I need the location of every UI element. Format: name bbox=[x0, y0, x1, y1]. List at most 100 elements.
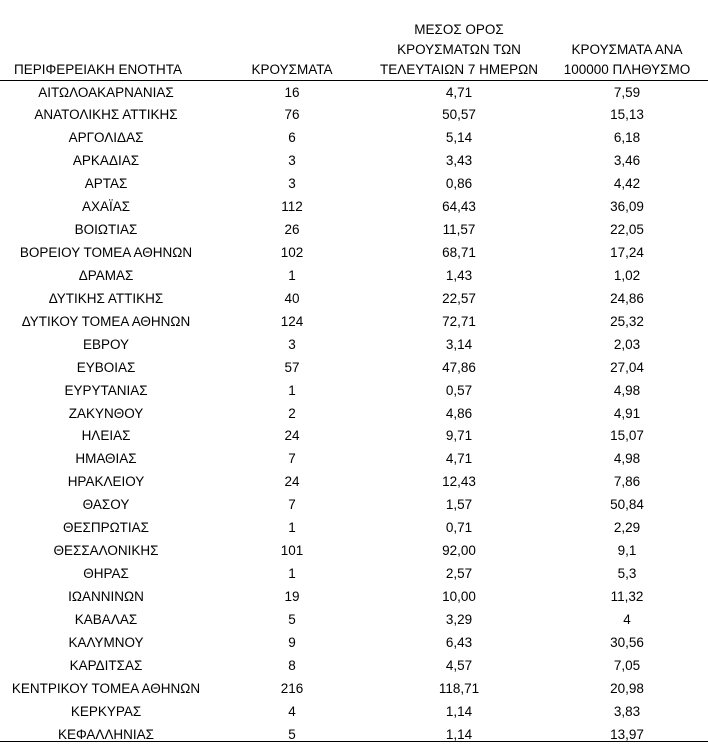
cell-value: 76 bbox=[284, 107, 300, 123]
cell-value: 13,97 bbox=[610, 726, 644, 742]
cell-value: 2 bbox=[288, 405, 296, 421]
region-name: ΘΗΡΑΣ bbox=[83, 566, 129, 582]
cell-value: 9 bbox=[288, 634, 296, 650]
cell-value: 12,43 bbox=[442, 474, 476, 490]
region-name: ΗΜΑΘΙΑΣ bbox=[75, 451, 137, 467]
cell-value: 92,00 bbox=[442, 543, 476, 559]
header-text: ΜΕΣΟΣ ΟΡΟΣ bbox=[414, 22, 504, 37]
cell-value: 102 bbox=[280, 245, 304, 260]
cell-value: 0,86 bbox=[445, 176, 473, 192]
cell-value: 1 bbox=[288, 566, 296, 582]
cell-value: 5,14 bbox=[445, 130, 473, 146]
region-name: ΚΕΡΚΥΡΑΣ bbox=[70, 703, 142, 719]
cell-value: 47,86 bbox=[442, 359, 476, 375]
cell-value: 8 bbox=[288, 657, 296, 673]
cell-value: 57 bbox=[284, 359, 300, 375]
region-name: ΑΙΤΩΛΟΑΚΑΡΝΑΝΙΑΣ bbox=[38, 84, 174, 100]
header-text: ΚΡΟΥΣΜΑΤΩΝ ΤΩΝ bbox=[397, 42, 521, 57]
cell-value: 25,32 bbox=[610, 313, 644, 329]
header-text: ΚΡΟΥΣΜΑΤΑ ΑΝΑ bbox=[571, 42, 683, 57]
cell-value: 3,83 bbox=[613, 703, 641, 719]
cell-value: 5 bbox=[288, 611, 296, 627]
region-name: ΘΕΣΣΑΛΟΝΙΚΗΣ bbox=[53, 543, 159, 559]
cell-value: 36,09 bbox=[610, 199, 644, 215]
region-name: ΚΕΝΤΡΙΚΟΥ ΤΟΜΕΑ ΑΘΗΝΩΝ bbox=[11, 680, 201, 696]
cell-value: 4 bbox=[288, 703, 296, 719]
cell-value: 72,71 bbox=[442, 313, 476, 329]
header-text: ΠΕΡΙΦΕΡΕΙΑΚΗ ΕΝΟΤΗΤΑ bbox=[14, 62, 183, 77]
cell-value: 26 bbox=[284, 222, 300, 238]
cell-value: 64,43 bbox=[442, 199, 476, 215]
region-name: ΑΧΑΪΑΣ bbox=[81, 199, 131, 215]
cell-value: 5 bbox=[288, 726, 296, 742]
header-text: ΤΕΛΕΥΤΑΙΩΝ 7 ΗΜΕΡΩΝ bbox=[380, 62, 538, 77]
cell-value: 118,71 bbox=[438, 680, 480, 696]
cell-value: 27,04 bbox=[610, 359, 644, 375]
cell-value: 6,43 bbox=[445, 634, 473, 650]
cell-value: 11,32 bbox=[610, 588, 644, 604]
region-name: ΒΟΙΩΤΙΑΣ bbox=[74, 222, 138, 238]
cell-value: 3,43 bbox=[445, 153, 473, 169]
cell-value: 50,57 bbox=[442, 107, 476, 123]
cell-value: 6 bbox=[288, 130, 296, 146]
cell-value: 9,71 bbox=[445, 428, 473, 444]
cell-value: 1,43 bbox=[445, 267, 473, 283]
region-name: ΚΕΦΑΛΛΗΝΙΑΣ bbox=[57, 726, 155, 742]
region-name: ΗΛΕΙΑΣ bbox=[81, 428, 131, 444]
region-name: ΕΥΡΥΤΑΝΙΑΣ bbox=[64, 382, 148, 398]
region-name: ΘΑΣΟΥ bbox=[82, 497, 130, 513]
cell-value: 19 bbox=[284, 588, 300, 604]
region-name: ΙΩΑΝΝΙΝΩΝ bbox=[68, 588, 144, 604]
region-name: ΕΒΡΟΥ bbox=[82, 336, 130, 352]
region-name: ΑΡΓΟΛΙΔΑΣ bbox=[68, 130, 144, 146]
region-name: ΔΡΑΜΑΣ bbox=[78, 267, 134, 283]
cell-value: 4 bbox=[623, 611, 631, 627]
cell-value: 17,24 bbox=[610, 245, 644, 260]
cell-value: 30,56 bbox=[610, 634, 644, 650]
cell-value: 3,14 bbox=[445, 336, 473, 352]
header-text: ΚΡΟΥΣΜΑΤΑ bbox=[251, 62, 333, 77]
cell-value: 22,57 bbox=[442, 290, 476, 306]
region-name: ΚΑΛΥΜΝΟΥ bbox=[68, 634, 144, 650]
region-name: ΚΑΡΔΙΤΣΑΣ bbox=[69, 657, 143, 673]
cell-value: 15,07 bbox=[610, 428, 644, 444]
cell-value: 7,59 bbox=[613, 84, 641, 100]
cell-value: 1,14 bbox=[445, 726, 473, 742]
region-name: ΘΕΣΠΡΩΤΙΑΣ bbox=[62, 520, 150, 536]
region-name: ΔΥΤΙΚΟΥ ΤΟΜΕΑ ΑΘΗΝΩΝ bbox=[21, 313, 191, 329]
cell-value: 2,29 bbox=[613, 520, 641, 536]
cell-value: 15,13 bbox=[610, 107, 644, 123]
cell-value: 4,91 bbox=[613, 405, 641, 421]
region-name: ΚΑΒΑΛΑΣ bbox=[74, 611, 138, 627]
cell-value: 1,14 bbox=[445, 703, 473, 719]
region-name: ΕΥΒΟΙΑΣ bbox=[76, 359, 136, 375]
cell-value: 1 bbox=[288, 267, 296, 283]
region-name: ΑΡΤΑΣ bbox=[84, 176, 128, 192]
cell-value: 3,29 bbox=[445, 611, 473, 627]
cell-value: 7 bbox=[288, 497, 296, 513]
cell-value: 5,3 bbox=[617, 566, 637, 582]
cell-value: 6,18 bbox=[613, 130, 641, 146]
cell-value: 101 bbox=[280, 543, 304, 559]
cell-value: 7,86 bbox=[613, 474, 641, 490]
cell-value: 4,57 bbox=[445, 657, 473, 673]
cell-value: 216 bbox=[280, 680, 304, 696]
cell-value: 7,05 bbox=[613, 657, 641, 673]
cell-value: 10,00 bbox=[442, 588, 476, 604]
cell-value: 24 bbox=[284, 474, 300, 490]
cell-value: 9,1 bbox=[617, 543, 637, 559]
cell-value: 24 bbox=[284, 428, 300, 444]
cell-value: 22,05 bbox=[610, 222, 644, 238]
cell-value: 3 bbox=[288, 153, 296, 169]
cell-value: 40 bbox=[284, 290, 300, 306]
cell-value: 1 bbox=[288, 520, 296, 536]
cell-value: 4,98 bbox=[613, 382, 641, 398]
cell-value: 0,57 bbox=[445, 382, 473, 398]
cell-value: 112 bbox=[281, 199, 303, 215]
cell-value: 50,84 bbox=[610, 497, 644, 513]
header-text: 100000 ΠΛΗΘΥΣΜΟ bbox=[563, 62, 691, 77]
cell-value: 4,98 bbox=[613, 451, 641, 467]
cell-value: 3 bbox=[288, 176, 296, 192]
cell-value: 4,71 bbox=[445, 84, 473, 100]
